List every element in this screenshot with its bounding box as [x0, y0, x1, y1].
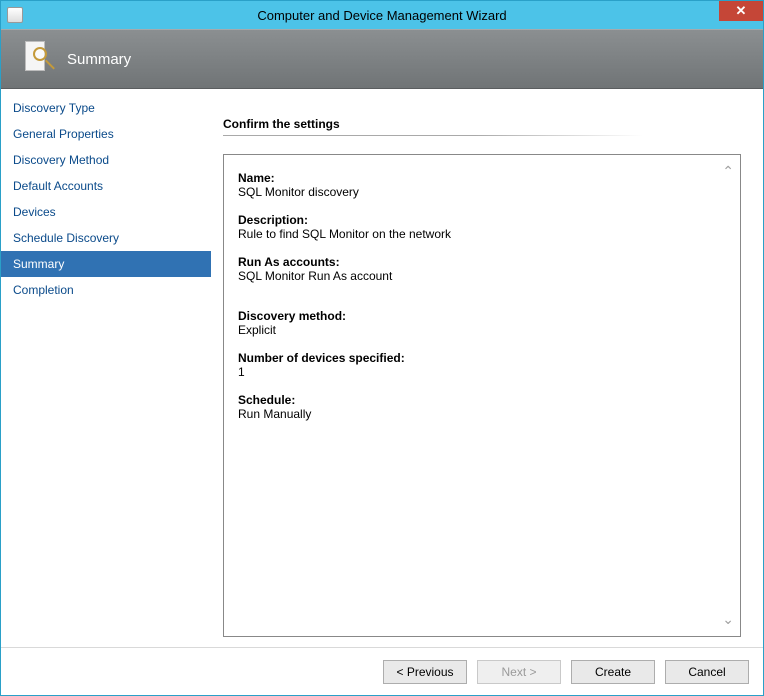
previous-button[interactable]: < Previous: [383, 660, 467, 684]
summary-field-label: Run As accounts:: [238, 255, 704, 269]
summary-field-label: Description:: [238, 213, 704, 227]
close-icon: ✕: [736, 3, 747, 19]
scroll-up-icon[interactable]: ⌃: [722, 163, 734, 180]
summary-field-value: 1: [238, 365, 704, 379]
content-area: Confirm the settings ⌃ ⌄ Name:SQL Monito…: [211, 89, 763, 647]
wizard-footer: < Previous Next > Create Cancel: [1, 647, 763, 695]
sidebar-item[interactable]: Default Accounts: [1, 173, 211, 199]
summary-field-value: SQL Monitor Run As account: [238, 269, 704, 283]
sidebar-item[interactable]: General Properties: [1, 121, 211, 147]
summary-field-value: Explicit: [238, 323, 704, 337]
sidebar-item[interactable]: Completion: [1, 277, 211, 303]
summary-field-label: Discovery method:: [238, 309, 704, 323]
scroll-down-icon[interactable]: ⌄: [722, 611, 734, 628]
wizard-body: Discovery TypeGeneral PropertiesDiscover…: [1, 89, 763, 647]
app-icon: [7, 7, 23, 23]
window-title: Computer and Device Management Wizard: [1, 8, 763, 23]
titlebar: Computer and Device Management Wizard ✕: [1, 1, 763, 29]
summary-field: Run As accounts:SQL Monitor Run As accou…: [238, 255, 704, 283]
next-button[interactable]: Next >: [477, 660, 561, 684]
section-title: Confirm the settings: [223, 117, 643, 135]
summary-field-label: Schedule:: [238, 393, 704, 407]
summary-field: Discovery method:Explicit: [238, 309, 704, 337]
cancel-button[interactable]: Cancel: [665, 660, 749, 684]
summary-field-label: Number of devices specified:: [238, 351, 704, 365]
summary-field: Number of devices specified:1: [238, 351, 704, 379]
summary-field-label: Name:: [238, 171, 704, 185]
create-button[interactable]: Create: [571, 660, 655, 684]
wizard-window: Computer and Device Management Wizard ✕ …: [0, 0, 764, 696]
summary-icon: [25, 41, 53, 77]
summary-details-box: ⌃ ⌄ Name:SQL Monitor discovery Descriptio…: [223, 154, 741, 637]
summary-field-value: SQL Monitor discovery: [238, 185, 704, 199]
sidebar-item[interactable]: Discovery Type: [1, 95, 211, 121]
sidebar-item[interactable]: Schedule Discovery: [1, 225, 211, 251]
summary-field-value: Rule to find SQL Monitor on the network: [238, 227, 704, 241]
wizard-header: Summary: [1, 29, 763, 89]
summary-field: Name:SQL Monitor discovery: [238, 171, 704, 199]
summary-field: Schedule:Run Manually: [238, 393, 704, 421]
sidebar-item[interactable]: Discovery Method: [1, 147, 211, 173]
close-button[interactable]: ✕: [719, 1, 763, 21]
step-sidebar: Discovery TypeGeneral PropertiesDiscover…: [1, 89, 211, 647]
section-divider: [223, 135, 643, 136]
sidebar-item[interactable]: Devices: [1, 199, 211, 225]
summary-field: Description:Rule to find SQL Monitor on …: [238, 213, 704, 241]
wizard-step-title: Summary: [67, 51, 131, 68]
sidebar-item[interactable]: Summary: [1, 251, 211, 277]
summary-field-value: Run Manually: [238, 407, 704, 421]
